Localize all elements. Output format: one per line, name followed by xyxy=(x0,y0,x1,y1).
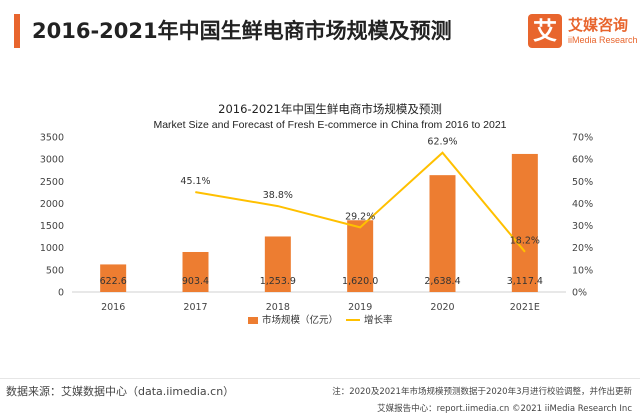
data-source: 数据来源：艾媒数据中心（data.iimedia.cn） xyxy=(6,385,235,398)
bar-2016 xyxy=(100,264,127,292)
x-tick-label: 2018 xyxy=(266,302,290,313)
legend-bar-swatch xyxy=(248,317,258,324)
logo-name-cn: 艾媒咨询 xyxy=(568,16,629,34)
bar-value-label: 1,620.0 xyxy=(342,276,378,287)
growth-rate-point xyxy=(442,152,443,154)
title-accent-bar xyxy=(14,14,20,48)
growth-rate-point xyxy=(359,226,361,228)
growth-rate-point xyxy=(195,191,196,193)
y-right-tick-label: 50% xyxy=(572,177,593,188)
x-tick-label: 2021E xyxy=(510,302,540,313)
legend-bar-label: 市场规模（亿元） xyxy=(262,314,338,326)
growth-rate-point xyxy=(524,251,526,253)
bar-2020 xyxy=(429,175,456,292)
bar-value-label: 3,117.4 xyxy=(507,276,543,287)
growth-rate-point xyxy=(277,205,279,207)
y-left-tick-label: 3000 xyxy=(40,155,64,166)
chart-title: 2016-2021年中国生鲜电商市场规模及预测 xyxy=(218,102,442,116)
growth-rate-label: 45.1% xyxy=(180,176,210,187)
y-right-tick-label: 70% xyxy=(572,133,593,144)
market-size-chart: 2016-2021年中国生鲜电商市场规模及预测 Market Size and … xyxy=(40,102,593,326)
growth-rate-label: 62.9% xyxy=(427,137,457,148)
x-tick-label: 2020 xyxy=(430,302,454,313)
y-left-tick-label: 500 xyxy=(46,265,64,276)
y-right-tick-label: 0% xyxy=(572,288,587,299)
y-left-tick-label: 1000 xyxy=(40,243,64,254)
chart-subtitle: Market Size and Forecast of Fresh E-comm… xyxy=(153,119,506,131)
bar-value-label: 622.6 xyxy=(100,276,127,287)
growth-rate-label: 38.8% xyxy=(263,190,293,201)
y-right-tick-label: 10% xyxy=(572,265,593,276)
y-left-tick-label: 3500 xyxy=(40,133,64,144)
legend-line-label: 增长率 xyxy=(364,314,393,326)
bar-2018 xyxy=(264,236,291,292)
growth-rate-label: 29.2% xyxy=(345,211,375,222)
x-tick-label: 2019 xyxy=(348,302,372,313)
growth-rate-label: 18.2% xyxy=(510,236,540,247)
bar-2021E xyxy=(511,153,538,292)
bar-value-label: 903.4 xyxy=(182,276,209,287)
bar-2019 xyxy=(347,220,374,292)
y-left-tick-label: 0 xyxy=(58,288,64,299)
footnote: 注：2020及2021年市场规模预测数据于2020年3月进行校验调整，并作出更新 xyxy=(332,387,632,397)
logo-name-en: iiMedia Research xyxy=(568,35,638,45)
y-right-tick-label: 40% xyxy=(572,199,593,210)
y-right-tick-label: 60% xyxy=(572,155,593,166)
bar-2017 xyxy=(182,251,209,292)
x-tick-label: 2017 xyxy=(183,302,207,313)
x-tick-label: 2016 xyxy=(101,302,125,313)
bar-value-label: 2,638.4 xyxy=(424,276,460,287)
y-left-tick-label: 1500 xyxy=(40,221,64,232)
logo-mark-icon: 艾 xyxy=(528,14,562,48)
y-right-tick-label: 20% xyxy=(572,243,593,254)
report-credit: 艾媒报告中心：report.iimedia.cn ©2021 iiMedia R… xyxy=(377,404,632,414)
footer-divider xyxy=(0,378,640,379)
y-left-tick-label: 2000 xyxy=(40,199,64,210)
y-right-tick-label: 30% xyxy=(572,221,593,232)
bar-value-label: 1,253.9 xyxy=(260,276,296,287)
iimedia-logo: 艾 艾媒咨询 iiMedia Research xyxy=(528,12,638,52)
y-left-tick-label: 2500 xyxy=(40,177,64,188)
page-title: 2016-2021年中国生鲜电商市场规模及预测 xyxy=(32,19,452,43)
